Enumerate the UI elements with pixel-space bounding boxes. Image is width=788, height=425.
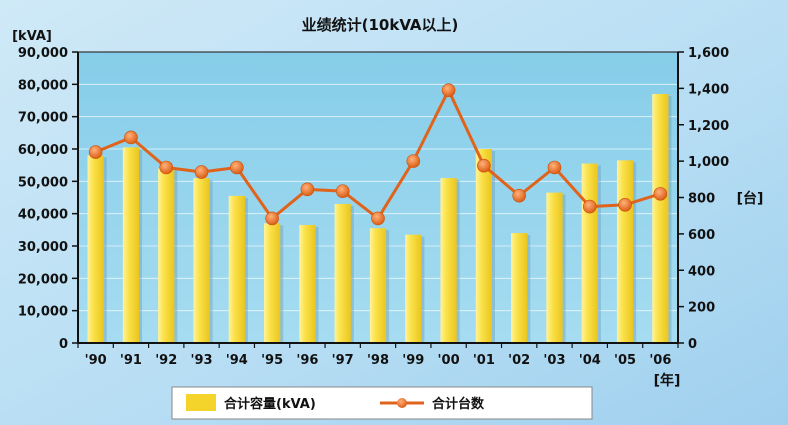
x-tick-label-92: '92 bbox=[155, 353, 177, 368]
right-tick-label-5: 1,000 bbox=[688, 155, 729, 170]
bar-96 bbox=[299, 224, 316, 343]
bar-90 bbox=[87, 155, 104, 343]
line-point-04 bbox=[582, 199, 597, 214]
x-tick-label-93: '93 bbox=[190, 353, 212, 368]
line-point-06 bbox=[653, 187, 668, 201]
x-tick-label-91: '91 bbox=[120, 353, 142, 368]
line-point-92 bbox=[159, 160, 174, 175]
x-tick-label-98: '98 bbox=[367, 353, 389, 368]
bar-00 bbox=[440, 178, 457, 343]
x-tick-label-05: '05 bbox=[614, 353, 636, 368]
x-tick-label-95: '95 bbox=[261, 353, 283, 368]
x-tick-label-00: '00 bbox=[438, 353, 460, 368]
x-tick-label-94: '94 bbox=[226, 353, 248, 368]
bar-series bbox=[87, 94, 672, 344]
left-tick-label-0: 0 bbox=[59, 337, 68, 352]
line-point-96 bbox=[300, 182, 315, 197]
bar-02 bbox=[511, 233, 528, 343]
line-series bbox=[88, 83, 668, 226]
legend-box bbox=[171, 386, 593, 420]
x-tick-label-03: '03 bbox=[543, 353, 565, 368]
line-point-05 bbox=[618, 197, 632, 212]
x-axis-unit: [年] bbox=[654, 372, 681, 389]
left-tick-label-4: 40,000 bbox=[18, 208, 68, 223]
x-tick-label-97: '97 bbox=[332, 353, 354, 368]
bar-94 bbox=[228, 195, 245, 343]
bar-05 bbox=[616, 160, 634, 343]
right-tick-label-3: 600 bbox=[688, 228, 715, 243]
line-point-03 bbox=[547, 160, 562, 175]
bar-98 bbox=[369, 228, 387, 343]
left-tick-label-6: 60,000 bbox=[18, 143, 68, 158]
line-point-00 bbox=[441, 83, 456, 97]
axes bbox=[72, 51, 684, 348]
left-tick-label-3: 30,000 bbox=[18, 240, 68, 255]
line-point-99 bbox=[406, 154, 421, 168]
x-tick-label-04: '04 bbox=[579, 353, 601, 368]
line-point-94 bbox=[230, 160, 244, 175]
right-tick-label-4: 800 bbox=[688, 192, 715, 207]
legend-line-label: 合计台数 bbox=[432, 396, 485, 412]
axis-labels: 0 10,000 20,000 30,000 40,000 50,000 60,000 70,… bbox=[18, 46, 729, 368]
legend-bar-label: 合计容量(kVA) bbox=[224, 396, 316, 412]
right-tick-label-1: 200 bbox=[688, 301, 715, 316]
right-tick-label-6: 1,200 bbox=[688, 119, 729, 134]
line-point-01 bbox=[477, 158, 491, 173]
left-tick-label-8: 80,000 bbox=[18, 78, 68, 93]
bar-03 bbox=[546, 192, 563, 343]
right-tick-label-0: 0 bbox=[688, 337, 697, 352]
right-tick-label-2: 400 bbox=[688, 264, 715, 279]
left-tick-label-9: 90,000 bbox=[18, 46, 68, 61]
bar-91 bbox=[122, 147, 140, 343]
x-tick-label-01: '01 bbox=[473, 353, 495, 368]
legend-bar-swatch bbox=[186, 394, 216, 411]
line-point-95 bbox=[265, 211, 279, 226]
bar-97 bbox=[334, 203, 351, 343]
chart-title: 业绩统计(10kVA以上) bbox=[302, 16, 459, 34]
x-tick-label-96: '96 bbox=[296, 353, 318, 368]
right-tick-label-7: 1,400 bbox=[688, 82, 729, 97]
bar-01 bbox=[475, 149, 492, 343]
line-point-93 bbox=[194, 165, 209, 179]
bar-04 bbox=[581, 163, 598, 343]
line-point-90 bbox=[88, 145, 103, 159]
line-point-91 bbox=[124, 130, 138, 145]
line-point-02 bbox=[512, 188, 526, 203]
left-axis-unit: [kVA] bbox=[12, 29, 52, 44]
bar-92 bbox=[158, 168, 175, 343]
bar-99 bbox=[405, 234, 422, 343]
x-tick-label-90: '90 bbox=[85, 353, 107, 368]
legend: 合计容量(kVA) 合计台数 bbox=[171, 386, 593, 420]
left-tick-label-7: 70,000 bbox=[18, 111, 68, 126]
left-tick-label-2: 20,000 bbox=[18, 272, 68, 287]
right-tick-label-8: 1,600 bbox=[688, 46, 729, 61]
left-tick-label-5: 50,000 bbox=[18, 175, 68, 190]
legend-line-marker bbox=[397, 398, 407, 408]
x-tick-label-02: '02 bbox=[508, 353, 530, 368]
bar-95 bbox=[264, 223, 281, 343]
left-tick-label-1: 10,000 bbox=[18, 305, 68, 320]
bar-93 bbox=[193, 178, 210, 343]
bar-06 bbox=[652, 94, 669, 344]
x-tick-label-99: '99 bbox=[402, 353, 424, 368]
right-axis-unit: [台] bbox=[737, 190, 764, 207]
line-point-97 bbox=[335, 184, 350, 198]
line-point-98 bbox=[371, 211, 385, 226]
x-tick-label-06: '06 bbox=[649, 353, 671, 368]
